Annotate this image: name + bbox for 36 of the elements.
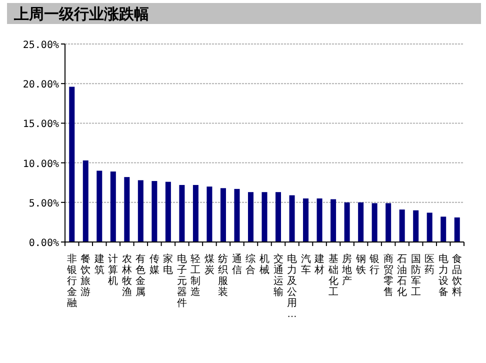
x-tick-label: 家电 bbox=[163, 254, 174, 276]
x-tick-label: 建材 bbox=[314, 254, 325, 276]
x-tick-label: 电力及公用… bbox=[287, 254, 298, 320]
x-tick-label: 纺织服装 bbox=[218, 254, 228, 298]
x-tick-label: 食品饮料 bbox=[452, 254, 462, 298]
y-tick-label: 20.00% bbox=[22, 80, 59, 91]
x-tick-label: 医药 bbox=[424, 254, 435, 276]
y-tick-label: 15.00% bbox=[22, 119, 59, 130]
y-tick-label: 25.00% bbox=[22, 40, 59, 51]
x-tick-label: 基础化工 bbox=[328, 254, 338, 298]
x-tick-label: 房地产 bbox=[342, 254, 352, 287]
x-tick-label: 建筑 bbox=[94, 254, 104, 276]
x-tick-label: 电子元器件 bbox=[176, 254, 187, 309]
y-tick-label: 10.00% bbox=[22, 158, 59, 170]
chart-title: 上周一级行业涨跌幅 bbox=[13, 6, 149, 23]
x-tick-label: 机械 bbox=[260, 254, 270, 276]
y-tick-label: 0.00% bbox=[28, 238, 59, 249]
x-tick-label: 国防军工 bbox=[410, 254, 421, 298]
x-tick-label: 轻工制造 bbox=[190, 254, 201, 298]
x-tick-label: 交通运输 bbox=[273, 254, 284, 298]
x-tick-label: 通信 bbox=[232, 254, 242, 276]
x-tick-label: 综合 bbox=[246, 254, 256, 276]
x-tick-label: 汽车 bbox=[300, 254, 311, 276]
x-tick-label: 有色金属 bbox=[136, 254, 146, 298]
x-tick-label: 计算机 bbox=[108, 254, 118, 287]
x-tick-label: 农林牧渔 bbox=[122, 254, 132, 298]
x-tick-label: 钢铁 bbox=[356, 254, 366, 276]
x-tick-label: 传媒 bbox=[149, 254, 160, 276]
x-tick-label: 银行 bbox=[370, 254, 380, 276]
x-tick-label: 石油石化 bbox=[397, 254, 408, 298]
x-tick-label: 电力设备 bbox=[438, 254, 448, 298]
x-tick-label: 煤炭 bbox=[204, 254, 214, 276]
x-tick-label: 餐饮旅游 bbox=[80, 254, 91, 298]
y-tick-label: 5.00% bbox=[28, 198, 59, 210]
x-tick-label: 非银行金融 bbox=[66, 254, 77, 309]
x-tick-label: 商贸零售 bbox=[383, 254, 394, 298]
